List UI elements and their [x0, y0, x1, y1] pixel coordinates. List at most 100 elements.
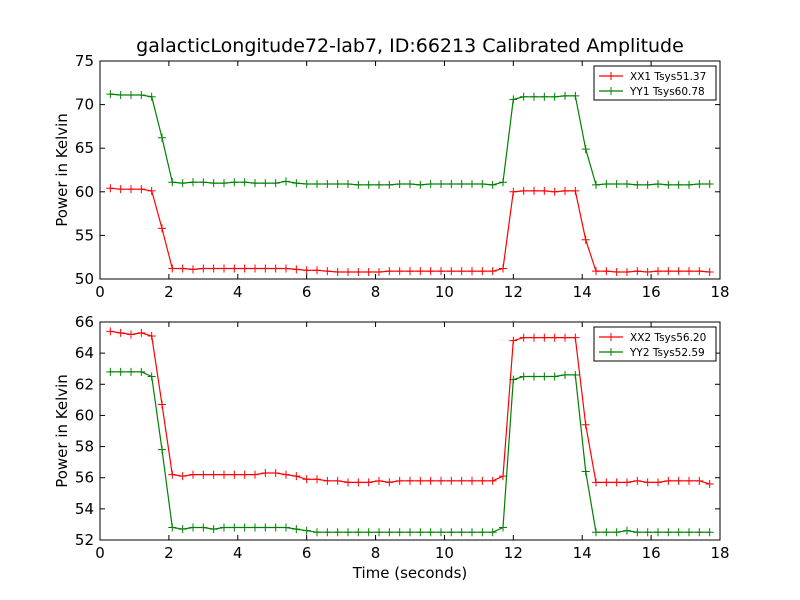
top-series-1-point [261, 179, 270, 188]
top-series-0-point [375, 268, 383, 277]
top-series-1-point [199, 178, 208, 187]
top-series-0-point [540, 186, 549, 195]
top-series-1-point [592, 180, 600, 189]
top-series-0-point [364, 268, 373, 277]
bottom-series-0-point [654, 478, 662, 487]
top-series-0-point [705, 268, 714, 277]
bottom-series-1-point [468, 528, 476, 537]
bottom-series-1-point [261, 523, 270, 532]
top-series-1-point [178, 179, 187, 188]
bottom-series-1-point [385, 528, 394, 537]
top-series-1-point [251, 179, 259, 188]
top-series-1-point [664, 180, 673, 189]
top-series-1-point [292, 179, 301, 188]
top-series-1-point [468, 179, 476, 188]
top-x-tick-label: 14 [573, 283, 592, 301]
top-series-0-point [602, 267, 611, 276]
bottom-series-1-point [685, 528, 693, 537]
bottom-series-0-point [375, 476, 383, 485]
bottom-series-0-point [251, 470, 259, 479]
top-series-0-point [106, 184, 115, 193]
top-series-1-point [509, 95, 518, 104]
top-legend: XX1 Tsys51.37 YY1 Tsys60.78 [593, 65, 717, 101]
top-series-0-point [561, 186, 569, 195]
bottom-series-0-point [333, 476, 342, 485]
bottom-series-1-point [271, 523, 280, 532]
bottom-series-0-point [561, 333, 569, 342]
bottom-series-1-point [199, 523, 208, 532]
bottom-series-1-point [592, 528, 600, 537]
top-series-1-point [147, 92, 156, 101]
top-series-0-point [437, 267, 445, 276]
bottom-series-1-point [220, 523, 228, 532]
top-x-tick-label: 18 [710, 283, 729, 301]
bottom-series-0-point [530, 333, 538, 342]
bottom-series-1-point [705, 528, 714, 537]
top-x-tick-label: 4 [233, 283, 243, 301]
bottom-series-1-point [602, 528, 611, 537]
top-series-1-point [643, 180, 652, 189]
top-series-0-point [457, 267, 466, 276]
bottom-series-1-point [561, 370, 569, 379]
top-series-0-point [323, 267, 332, 276]
top-series-0-point [478, 267, 487, 276]
bottom-series-1-point [282, 523, 290, 532]
top-series-1-point [623, 179, 631, 188]
top-ylabel: Power in Kelvin [53, 113, 71, 227]
top-legend-marker [607, 72, 615, 80]
bottom-series-0-point [695, 476, 704, 485]
bottom-series-1-point [178, 525, 187, 534]
top-y-tick-label: 50 [75, 270, 94, 288]
top-series-0-point [685, 267, 693, 276]
bottom-series-0-point [323, 476, 332, 485]
top-series-1-point [116, 91, 125, 100]
bottom-series-1-point [695, 528, 704, 537]
top-series-1-point [654, 179, 662, 188]
top-series-1-point [488, 180, 497, 189]
bottom-series-1-point [364, 528, 373, 537]
top-x-tick-label: 0 [95, 283, 105, 301]
top-series-1-point [302, 179, 311, 188]
top-series-0-point [168, 264, 177, 273]
top-plot-frame [99, 60, 721, 280]
bottom-series-1-point [654, 528, 662, 537]
bottom-series-1-point [344, 528, 352, 537]
bottom-series-1-point [416, 528, 425, 537]
top-series-1-point [571, 91, 580, 100]
top-y-tick-label: 75 [75, 52, 94, 70]
bottom-legend-marker [607, 348, 615, 356]
bottom-series-1-point [643, 528, 652, 537]
bottom-y-tick-label: 64 [75, 344, 94, 362]
top-series-1-point [189, 178, 197, 187]
bottom-series-0-point [478, 476, 487, 485]
bottom-series-0-point [147, 332, 156, 341]
top-series-0-point [354, 268, 363, 277]
bottom-series-1-point [354, 528, 363, 537]
top-series-0-point [612, 268, 621, 277]
top-series-1-point [354, 180, 363, 189]
chart-title: galacticLongitude72-lab7, ID:66213 Calib… [136, 35, 684, 57]
bottom-series-0-point [519, 333, 528, 342]
top-series-0-point [209, 264, 218, 273]
top-series-0-point [499, 264, 507, 273]
bottom-plot-frame [99, 321, 721, 541]
bottom-x-tick-label: 2 [164, 544, 174, 562]
top-series-0-point [292, 265, 301, 274]
top-series-1-point [230, 178, 239, 187]
bottom-series-1-point [478, 528, 487, 537]
top-series-0-point [344, 268, 352, 277]
top-x-tick-label: 2 [164, 283, 174, 301]
bottom-series-1-point [116, 367, 125, 376]
top-series-0-point [251, 264, 259, 273]
bottom-series-0-point [271, 469, 280, 478]
bottom-series-0-point [426, 476, 435, 485]
bottom-series-0-point [550, 333, 559, 342]
bottom-y-tick-label: 62 [75, 375, 94, 393]
bottom-series-1-point [147, 372, 156, 381]
top-series-0-point [530, 186, 538, 195]
bottom-series-0-point [571, 333, 580, 342]
bottom-series-1-point [333, 528, 342, 537]
bottom-series-1-point [488, 528, 497, 537]
bottom-series-0-point [116, 328, 125, 337]
top-series-0-point [623, 268, 631, 277]
